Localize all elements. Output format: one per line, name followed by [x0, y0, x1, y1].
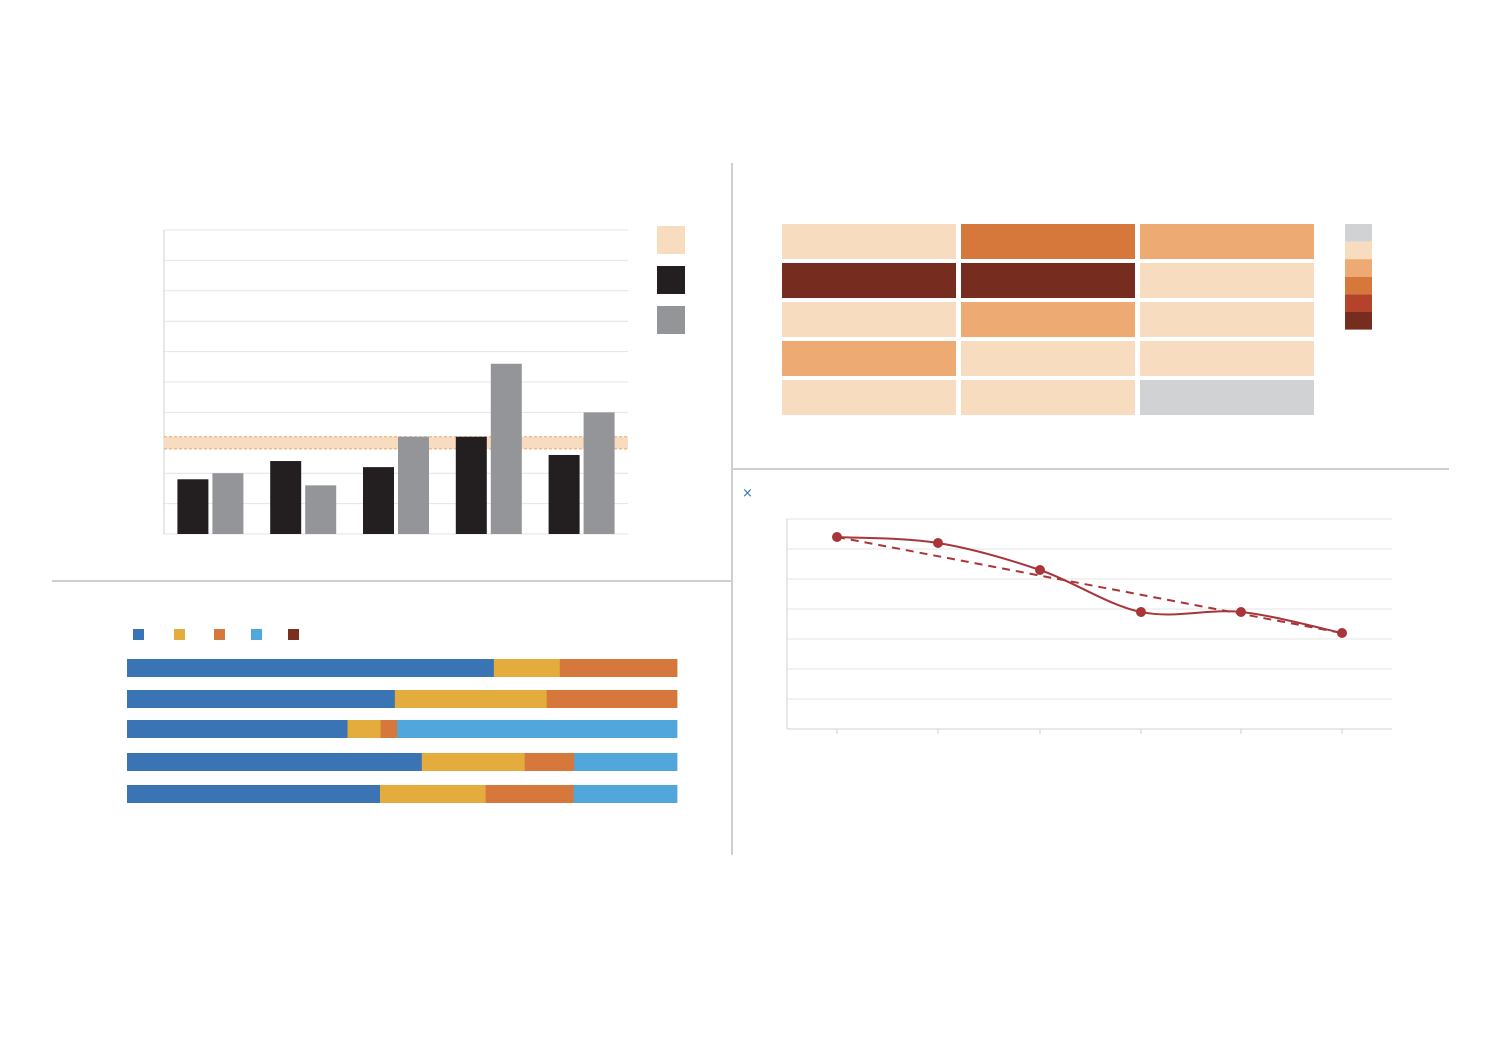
legend-swatch-3 [657, 306, 685, 334]
stack-segment-3-4 [397, 720, 678, 738]
stack-segment-5-2 [380, 785, 486, 803]
bar-1-3 [363, 467, 394, 534]
stack-segment-2-2 [394, 690, 548, 708]
heatmap-cell-5-1 [782, 380, 956, 415]
bar-chart-legend [657, 226, 685, 334]
bar-1-1 [177, 479, 209, 534]
stack-segment-4-4 [574, 753, 678, 771]
heatmap-cell-3-2 [961, 302, 1135, 337]
stack-segment-3-1 [127, 720, 348, 738]
trendline [836, 536, 1343, 634]
stack-segment-1-3 [559, 659, 678, 677]
heatmap-legend-swatch-4 [1345, 294, 1372, 312]
line-point-1 [832, 532, 842, 542]
line-point-4 [1136, 607, 1146, 617]
stack-legend-swatch-5 [288, 629, 299, 640]
close-icon[interactable]: × [742, 486, 753, 501]
heatmap-legend-swatch-5 [1345, 312, 1372, 330]
bar-2-3 [398, 436, 429, 534]
heatmap-chart [782, 224, 1372, 415]
heatmap-cell-1-2 [961, 224, 1135, 259]
heatmap-cell-4-1 [782, 341, 956, 376]
heatmap-cell-2-1 [782, 263, 956, 298]
stack-segment-3-2 [347, 720, 381, 738]
stacked-bar-chart [127, 629, 678, 803]
bar-2-4 [490, 363, 522, 534]
heatmap-cell-3-3 [1140, 302, 1314, 337]
stack-segment-4-2 [421, 753, 526, 771]
stack-segment-1-1 [127, 659, 495, 677]
bar-1-2 [270, 461, 302, 534]
stack-legend-swatch-2 [174, 629, 185, 640]
stack-segment-2-1 [127, 690, 396, 708]
legend-swatch-2 [657, 266, 685, 294]
heatmap-cell-4-3 [1140, 341, 1314, 376]
heatmap-cell-1-1 [782, 224, 956, 259]
heatmap-legend [1345, 224, 1372, 330]
heatmap-cell-4-2 [961, 341, 1135, 376]
line-chart [786, 518, 1392, 734]
stack-legend-swatch-4 [251, 629, 262, 640]
reference-band [164, 436, 628, 449]
stack-segment-1-2 [493, 659, 561, 677]
heatmap-cell-2-2 [961, 263, 1135, 298]
line-series [836, 536, 1343, 634]
heatmap-cell-5-2 [961, 380, 1135, 415]
panel-dividers [52, 163, 1449, 855]
heatmap-cell-3-1 [782, 302, 956, 337]
heatmap-cell-2-3 [1140, 263, 1314, 298]
bar-2-2 [305, 485, 337, 534]
heatmap-cell-5-3 [1140, 380, 1314, 415]
line-point-3 [1035, 565, 1045, 575]
grouped-bar-chart [163, 226, 685, 535]
stack-legend-swatch-1 [133, 629, 144, 640]
heatmap-legend-swatch-3 [1345, 276, 1372, 295]
heatmap-cell-1-3 [1140, 224, 1314, 259]
line-point-5 [1236, 607, 1246, 617]
line-point-6 [1337, 628, 1347, 638]
stacked-bar-legend [133, 629, 299, 640]
stack-segment-5-4 [573, 785, 678, 803]
heatmap-legend-swatch-0 [1345, 224, 1372, 242]
legend-swatch-1 [657, 226, 685, 254]
stack-segment-4-1 [127, 753, 423, 771]
stack-segment-2-3 [546, 690, 678, 708]
heatmap-legend-swatch-2 [1345, 259, 1372, 277]
bar-1-5 [548, 454, 580, 534]
bar-1-4 [455, 436, 487, 534]
stack-segment-5-1 [127, 785, 381, 803]
stack-legend-swatch-3 [214, 629, 225, 640]
bar-2-5 [583, 412, 615, 534]
line-point-2 [933, 538, 943, 548]
heatmap-legend-swatch-1 [1345, 241, 1372, 260]
stack-segment-5-3 [485, 785, 574, 803]
stack-segment-3-3 [380, 720, 398, 738]
stack-segment-4-3 [524, 753, 575, 771]
bar-2-1 [212, 473, 244, 534]
